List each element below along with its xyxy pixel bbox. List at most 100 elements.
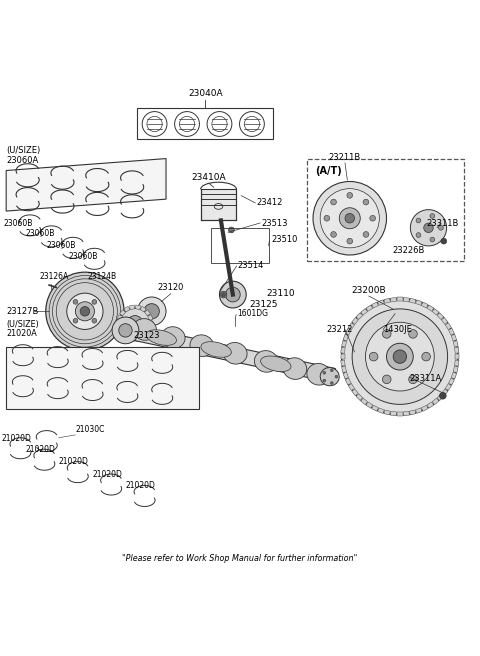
Circle shape (120, 308, 150, 338)
Circle shape (339, 208, 360, 229)
Text: 21020D: 21020D (25, 445, 55, 454)
Bar (343, 335, 348, 341)
Text: "Please refer to Work Shop Manual for further information": "Please refer to Work Shop Manual for fu… (122, 554, 358, 563)
Circle shape (330, 369, 333, 372)
Bar (416, 408, 422, 413)
Circle shape (393, 350, 407, 363)
Circle shape (313, 182, 386, 255)
Bar (409, 410, 416, 415)
Circle shape (363, 199, 369, 205)
Bar (356, 394, 363, 401)
Bar (455, 354, 459, 359)
Bar (124, 306, 130, 312)
Bar (211, 228, 269, 263)
Circle shape (410, 210, 446, 246)
Bar (366, 402, 373, 408)
Bar (437, 394, 444, 401)
Ellipse shape (146, 330, 177, 345)
Bar (148, 326, 153, 332)
Circle shape (320, 189, 379, 248)
Bar (445, 384, 452, 390)
Bar (120, 310, 126, 316)
Bar (345, 378, 351, 385)
Ellipse shape (190, 335, 214, 356)
Text: 21020D: 21020D (1, 434, 31, 443)
Text: (A/T): (A/T) (315, 166, 342, 176)
Bar (421, 405, 428, 411)
Text: 23060B: 23060B (25, 230, 55, 239)
Bar (397, 412, 403, 416)
Bar (427, 305, 434, 312)
Circle shape (424, 223, 433, 233)
Circle shape (220, 291, 227, 298)
Bar (372, 302, 378, 308)
Bar (427, 402, 434, 408)
Circle shape (228, 227, 234, 233)
Circle shape (46, 272, 124, 350)
Circle shape (330, 382, 333, 384)
Polygon shape (6, 347, 199, 409)
Circle shape (331, 199, 336, 205)
Circle shape (342, 298, 458, 415)
Bar (140, 335, 146, 340)
Bar (144, 331, 150, 337)
Bar (445, 323, 452, 329)
Bar (453, 366, 458, 373)
Bar (343, 372, 348, 379)
Bar (448, 329, 455, 335)
Text: 23513: 23513 (262, 218, 288, 228)
Bar (348, 323, 355, 329)
Bar (149, 321, 153, 325)
Circle shape (112, 317, 139, 344)
Bar (421, 302, 428, 308)
Text: 21020D: 21020D (92, 470, 122, 479)
Circle shape (363, 232, 369, 237)
Bar (341, 347, 345, 354)
Circle shape (440, 392, 446, 399)
Bar (390, 298, 396, 302)
Bar (137, 108, 274, 140)
Text: 1430JE: 1430JE (383, 325, 412, 334)
Text: 23226B: 23226B (393, 246, 425, 255)
Bar (144, 310, 150, 316)
Bar (416, 300, 422, 305)
Text: 23060B: 23060B (4, 218, 33, 228)
Text: 23127B: 23127B (6, 307, 38, 316)
Bar (307, 159, 464, 261)
Bar (201, 190, 237, 220)
Circle shape (92, 318, 97, 323)
Bar (453, 340, 458, 347)
Circle shape (408, 375, 417, 384)
Text: 23211B: 23211B (329, 153, 361, 162)
Text: 23040A: 23040A (188, 89, 223, 98)
Circle shape (324, 215, 330, 221)
Text: 23200B: 23200B (351, 285, 386, 295)
Bar (432, 398, 439, 405)
Polygon shape (120, 323, 336, 383)
Bar (117, 315, 122, 321)
Bar (148, 315, 153, 321)
Circle shape (335, 375, 338, 378)
Circle shape (59, 287, 63, 291)
Circle shape (386, 343, 413, 370)
Circle shape (439, 226, 444, 230)
Text: 23311A: 23311A (409, 374, 442, 382)
Bar (451, 335, 456, 341)
Text: 1601DG: 1601DG (238, 309, 269, 318)
Bar (140, 306, 146, 312)
Circle shape (347, 238, 353, 244)
Text: 21020D: 21020D (59, 457, 88, 466)
Bar (390, 411, 396, 416)
Bar (451, 372, 456, 379)
Bar (342, 366, 347, 373)
Text: 23060B: 23060B (47, 241, 76, 250)
Circle shape (430, 214, 435, 218)
Bar (135, 337, 141, 342)
Bar (384, 410, 390, 415)
Text: 23510: 23510 (271, 236, 298, 244)
Bar (397, 297, 403, 301)
Bar (341, 360, 345, 366)
Circle shape (75, 302, 95, 321)
Text: 23212: 23212 (326, 325, 352, 334)
Text: 23120: 23120 (157, 283, 184, 292)
